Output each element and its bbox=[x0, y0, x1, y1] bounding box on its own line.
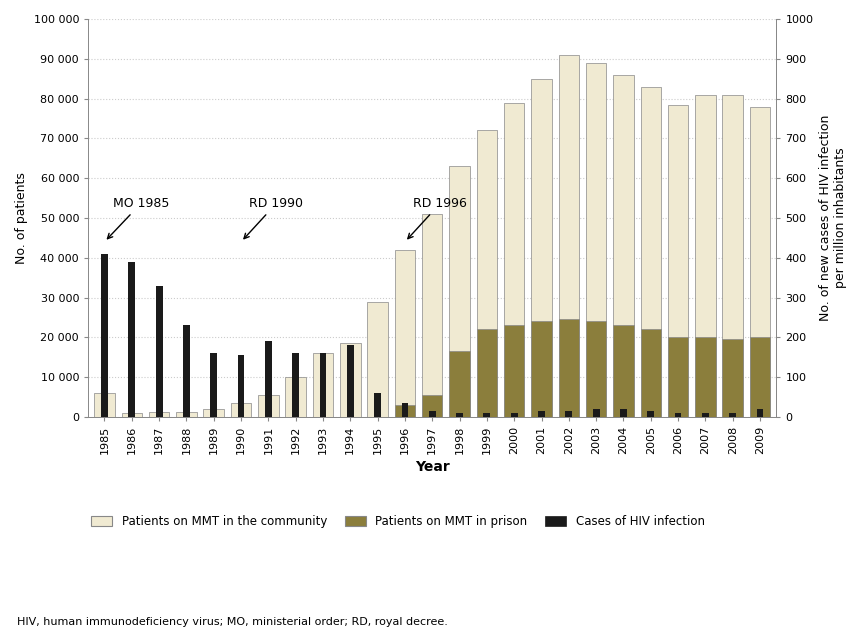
Bar bbox=[511, 413, 517, 417]
Bar bbox=[340, 343, 360, 417]
Bar bbox=[292, 353, 299, 417]
Bar bbox=[701, 413, 708, 417]
Bar bbox=[530, 321, 551, 417]
Bar bbox=[128, 261, 135, 417]
Bar bbox=[749, 337, 770, 417]
Bar bbox=[257, 395, 278, 417]
Bar bbox=[694, 94, 715, 417]
Bar bbox=[101, 254, 108, 417]
Bar bbox=[94, 393, 115, 417]
Bar bbox=[176, 412, 196, 417]
Bar bbox=[422, 395, 442, 417]
Bar bbox=[203, 409, 224, 417]
Bar bbox=[264, 341, 271, 417]
Bar bbox=[394, 405, 415, 417]
Text: RD 1990: RD 1990 bbox=[244, 197, 303, 239]
Bar bbox=[183, 326, 189, 417]
Bar bbox=[449, 352, 469, 417]
Bar bbox=[585, 63, 605, 417]
Bar bbox=[374, 393, 381, 417]
Bar bbox=[156, 285, 163, 417]
Text: HIV, human immunodeficiency virus; MO, ministerial order; RD, royal decree.: HIV, human immunodeficiency virus; MO, m… bbox=[17, 617, 448, 627]
Bar bbox=[722, 94, 742, 417]
Bar bbox=[422, 214, 442, 417]
Bar bbox=[428, 411, 435, 417]
Bar bbox=[231, 403, 251, 417]
Bar bbox=[367, 302, 387, 417]
Text: RD 1996: RD 1996 bbox=[407, 197, 467, 239]
Bar bbox=[238, 355, 245, 417]
Bar bbox=[285, 377, 306, 417]
Bar bbox=[612, 75, 633, 417]
Bar bbox=[694, 337, 715, 417]
Bar bbox=[121, 413, 142, 417]
Bar bbox=[728, 413, 735, 417]
Bar bbox=[319, 353, 326, 417]
Bar bbox=[346, 345, 353, 417]
Bar bbox=[504, 103, 523, 417]
Legend: Patients on MMT in the community, Patients on MMT in prison, Cases of HIV infect: Patients on MMT in the community, Patien… bbox=[86, 510, 709, 533]
Text: MO 1985: MO 1985 bbox=[108, 197, 169, 239]
Bar bbox=[530, 79, 551, 417]
Bar bbox=[558, 55, 579, 417]
Bar bbox=[667, 105, 688, 417]
Bar bbox=[585, 321, 605, 417]
Bar bbox=[667, 337, 688, 417]
Bar bbox=[619, 409, 626, 417]
Bar bbox=[640, 329, 660, 417]
Y-axis label: No. of new cases of HIV infection
per million inhabitants: No. of new cases of HIV infection per mi… bbox=[818, 115, 846, 321]
Bar bbox=[749, 106, 770, 417]
Bar bbox=[149, 412, 169, 417]
Bar bbox=[640, 87, 660, 417]
Bar bbox=[504, 326, 523, 417]
Bar bbox=[313, 353, 333, 417]
Bar bbox=[449, 166, 469, 417]
Bar bbox=[647, 411, 653, 417]
Bar bbox=[476, 329, 497, 417]
Bar bbox=[210, 353, 217, 417]
Bar bbox=[674, 413, 681, 417]
Bar bbox=[394, 250, 415, 417]
Bar bbox=[756, 409, 763, 417]
Bar bbox=[401, 403, 408, 417]
Bar bbox=[483, 413, 490, 417]
X-axis label: Year: Year bbox=[414, 460, 449, 474]
Bar bbox=[558, 319, 579, 417]
Bar bbox=[565, 411, 572, 417]
Bar bbox=[612, 326, 633, 417]
Bar bbox=[722, 340, 742, 417]
Bar bbox=[455, 413, 462, 417]
Bar bbox=[476, 130, 497, 417]
Bar bbox=[537, 411, 544, 417]
Y-axis label: No. of patients: No. of patients bbox=[15, 172, 28, 264]
Bar bbox=[592, 409, 599, 417]
